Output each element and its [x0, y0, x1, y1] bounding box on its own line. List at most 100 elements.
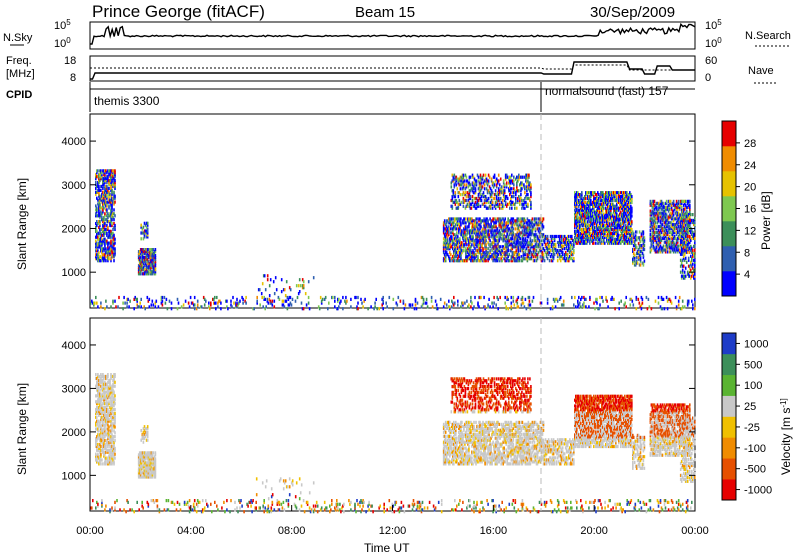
power-cell-4731: [161, 295, 164, 300]
power-cell-1061: [470, 253, 472, 257]
power-cell-4040: [660, 217, 663, 221]
power-cell-1905: [538, 241, 541, 245]
power-cell-2807: [580, 200, 582, 204]
power-cell-3087: [595, 212, 597, 216]
power-cell-213: [103, 220, 105, 224]
power-cell-1256: [485, 251, 487, 255]
power-cell-4498: [680, 242, 683, 246]
power-cell-2057: [465, 195, 468, 199]
power-cell-3640: [625, 229, 627, 234]
power-cell-528: [138, 264, 141, 268]
power-cell-1828: [530, 221, 533, 225]
power-cell-4270: [675, 211, 678, 215]
power-cell-954: [460, 223, 462, 227]
power-cell-1401: [496, 231, 498, 235]
power-cell-64: [97, 188, 99, 192]
power-cell-227: [103, 171, 105, 175]
power-cell-4559: [684, 220, 687, 225]
power-cell-1413: [497, 219, 499, 223]
power-cell-1118: [474, 231, 476, 235]
power-cell-3745: [630, 214, 632, 218]
power-cell-2622: [565, 253, 568, 257]
power-cell-4042: [660, 211, 663, 215]
power-cell-2329: [505, 181, 508, 185]
power-cell-3423: [613, 204, 615, 208]
power-cell-3672: [626, 193, 628, 197]
power-cell-1722: [522, 245, 525, 249]
power-cell-3981: [656, 213, 659, 217]
power-cell-1763: [525, 221, 528, 225]
power-cell-4029: [659, 211, 662, 215]
power-cell-2571: [558, 255, 561, 259]
power-cell-3260: [605, 224, 607, 228]
power-cell-4268: [675, 215, 678, 219]
power-cell-3885: [650, 240, 653, 244]
power-cell-2126: [475, 202, 478, 206]
power-cell-2852: [583, 239, 585, 243]
power-cell-1785: [527, 243, 530, 247]
power-cell-328: [107, 169, 109, 173]
power-cell-4451: [686, 201, 689, 205]
power-cell-2096: [471, 189, 474, 193]
power-cell-4934: [413, 307, 416, 311]
power-cell-2664: [571, 236, 573, 241]
power-cell-3070: [594, 204, 596, 208]
power-cell-2877: [584, 224, 586, 228]
power-cell-1869: [534, 233, 537, 237]
power-cell-2079: [468, 183, 471, 187]
power-cell-997: [465, 255, 467, 259]
power-cell-1228: [483, 239, 485, 243]
power-cell-973: [463, 259, 465, 263]
power-cell-3903: [651, 219, 654, 223]
power-cell-2449: [526, 189, 528, 193]
power-cell-2095: [471, 195, 474, 199]
power-cell-3078: [595, 235, 597, 239]
power-cell-2134: [476, 198, 479, 203]
power-cell-843: [452, 243, 454, 247]
power-cell-2322: [504, 177, 507, 181]
power-cell-1659: [517, 241, 520, 245]
power-cell-4673: [93, 303, 95, 307]
power-cell-709: [143, 235, 146, 239]
power-cell-3287: [606, 208, 608, 212]
power-cell-2119: [474, 191, 477, 195]
power-cell-3142: [598, 212, 600, 216]
power-cell-2958: [588, 216, 590, 220]
power-cell-4834: [281, 303, 284, 307]
power-cell-4110: [665, 248, 668, 252]
power-cell-324: [107, 186, 109, 190]
power-cell-4008: [658, 238, 661, 242]
power-cell-4163: [668, 229, 671, 233]
power-cell-2672: [573, 257, 575, 261]
power-cell-3369: [610, 204, 612, 208]
power-cell-449: [112, 233, 114, 237]
power-cell-1575: [511, 255, 514, 259]
power-cell-2150: [478, 181, 481, 185]
power-cell-2553: [554, 247, 557, 251]
power-cell-3271: [605, 195, 607, 199]
power-cell-598: [145, 256, 148, 260]
power-cell-3770: [631, 198, 633, 203]
power-cell-3229: [603, 228, 605, 232]
power-cell-1205: [481, 237, 483, 241]
power-cell-3626: [624, 206, 626, 210]
power-cell-890: [456, 251, 458, 255]
power-cell-3671: [626, 195, 628, 199]
power-cell-4766: [209, 307, 211, 311]
power-cell-3180: [600, 204, 602, 208]
power-cell-4582: [687, 256, 690, 260]
power-cell-2215: [488, 204, 491, 208]
power-cell-104: [99, 243, 101, 247]
power-cell-3394: [611, 191, 613, 195]
power-cell-1701: [520, 219, 523, 223]
power-cell-4146: [667, 227, 670, 231]
power-cell-325: [107, 179, 109, 183]
power-cell-1082: [471, 221, 473, 225]
power-cell-169: [101, 175, 103, 179]
power-cell-1252: [484, 221, 486, 225]
power-cell-3189: [601, 237, 603, 241]
power-cell-4530: [682, 236, 685, 240]
power-cell-62: [97, 198, 99, 202]
power-cell-4235: [673, 244, 676, 248]
power-cell-3093: [595, 196, 597, 201]
